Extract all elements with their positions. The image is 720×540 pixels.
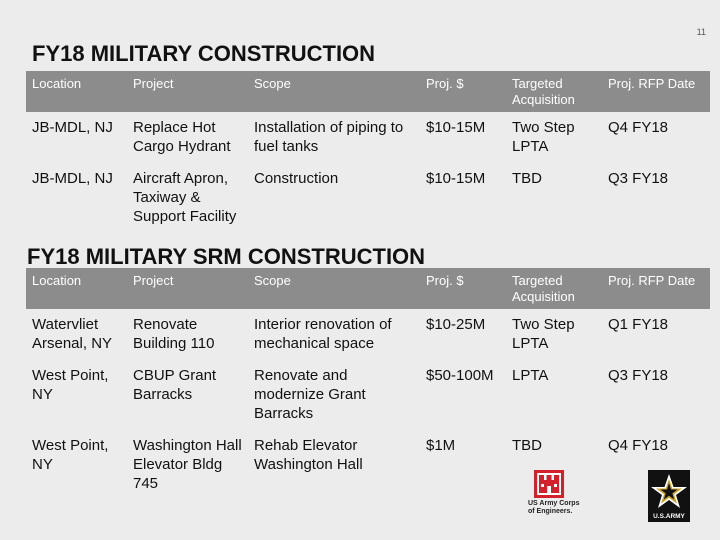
military-construction-table: Location Project Scope Proj. $ Targeted … [26,71,710,233]
cell-location: JB-MDL, NJ [32,170,113,187]
cell-targeted-acquisition: TBD [512,437,542,454]
cell-scope: Rehab Elevator Washington Hall [254,437,363,473]
table-row: West Point, NY CBUP Grant Barracks Renov… [26,360,710,430]
header-proj-cost: Proj. $ [426,76,464,91]
section-title-military-construction: FY18 MILITARY CONSTRUCTION [32,41,376,66]
header-location: Location [32,273,82,288]
castle-icon [534,470,564,498]
military-srm-construction-table: Location Project Scope Proj. $ Targeted … [26,268,710,500]
cell-location: JB-MDL, NJ [32,119,113,136]
page-number: 11 [696,27,706,37]
header-project: Project [133,76,174,91]
cell-scope: Renovate and modernize Grant Barracks [254,367,366,422]
cell-scope: Installation of piping to fuel tanks [254,119,404,155]
header-location: Location [32,76,82,91]
cell-targeted-acquisition: LPTA [512,367,549,384]
table-row: West Point, NY Washington Hall Elevator … [26,430,710,500]
cell-location: West Point, NY [32,437,109,473]
header-proj-cost: Proj. $ [426,273,464,288]
cell-targeted-acquisition: TBD [512,170,542,187]
header-project: Project [133,273,174,288]
cell-scope: Interior renovation of mechanical space [254,316,392,352]
header-targeted-acquisition: Targeted Acquisition [512,76,575,107]
cell-proj-cost: $10-15M [426,119,486,136]
cell-targeted-acquisition: Two Step LPTA [512,316,575,352]
cell-proj-rfp-date: Q1 FY18 [608,316,669,333]
cell-project: Replace Hot Cargo Hydrant [133,119,231,155]
cell-proj-cost: $10-25M [426,316,486,333]
header-targeted-acquisition: Targeted Acquisition [512,273,575,304]
cell-project: Aircraft Apron, Taxiway & Support Facili… [133,170,237,225]
cell-proj-cost: $10-15M [426,170,486,187]
cell-proj-cost: $50-100M [426,367,494,384]
cell-proj-rfp-date: Q3 FY18 [608,170,669,187]
corps-logo-line1: US Army Corps [528,500,580,507]
header-scope: Scope [254,273,291,288]
army-logo-text: U.S.ARMY [653,513,685,520]
cell-project: CBUP Grant Barracks [133,367,217,403]
cell-proj-cost: $1M [426,437,456,454]
cell-project: Renovate Building 110 [133,316,215,352]
cell-proj-rfp-date: Q3 FY18 [608,367,669,384]
table-row: Watervliet Arsenal, NY Renovate Building… [26,309,710,360]
section-title-military-srm-construction: FY18 MILITARY SRM CONSTRUCTION [27,244,426,269]
cell-proj-rfp-date: Q4 FY18 [608,437,669,454]
header-scope: Scope [254,76,291,91]
cell-location: West Point, NY [32,367,109,403]
cell-project: Washington Hall Elevator Bldg 745 [133,437,242,492]
us-army-star-logo: U.S.ARMY [648,470,690,522]
table-row: JB-MDL, NJ Aircraft Apron, Taxiway & Sup… [26,163,710,233]
cell-proj-rfp-date: Q4 FY18 [608,119,669,136]
table-header-row: Location Project Scope Proj. $ Targeted … [26,71,710,112]
corps-logo-line2: of Engineers. [528,508,573,515]
cell-scope: Construction [254,170,339,187]
header-proj-rfp-date: Proj. RFP Date [608,273,696,288]
cell-targeted-acquisition: Two Step LPTA [512,119,575,155]
table-header-row: Location Project Scope Proj. $ Targeted … [26,268,710,309]
header-proj-rfp-date: Proj. RFP Date [608,76,696,91]
us-army-corps-of-engineers-logo: US Army Corps of Engineers. [528,470,592,526]
cell-location: Watervliet Arsenal, NY [32,316,113,352]
table-row: JB-MDL, NJ Replace Hot Cargo Hydrant Ins… [26,112,710,163]
